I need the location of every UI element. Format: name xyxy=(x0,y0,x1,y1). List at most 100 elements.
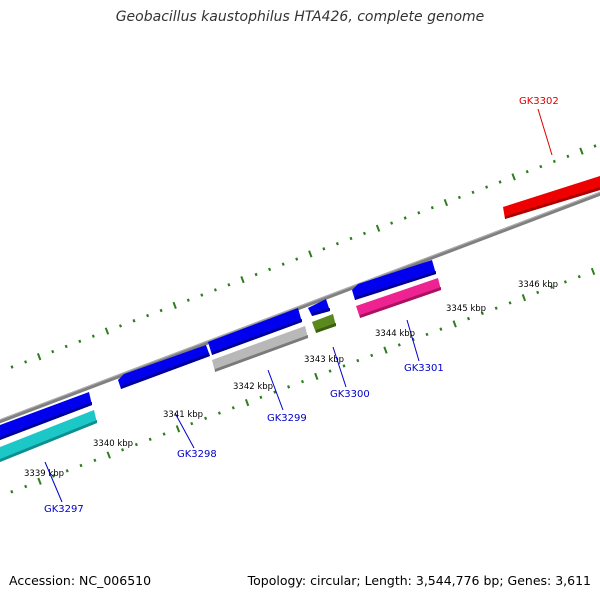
minor-tick-mark xyxy=(64,344,68,349)
major-tick-mark xyxy=(383,346,388,354)
minor-tick-mark xyxy=(281,262,285,266)
minor-tick-mark xyxy=(370,353,374,358)
major-tick-mark xyxy=(579,147,584,155)
minor-tick-mark xyxy=(322,247,326,251)
minor-tick-mark xyxy=(552,159,556,164)
minor-tick-mark xyxy=(471,190,475,194)
minor-tick-mark xyxy=(295,257,299,261)
minor-tick-mark xyxy=(390,221,394,225)
minor-tick-mark xyxy=(51,474,55,478)
minor-tick-mark xyxy=(566,154,570,158)
accession-text: Accession: NC_006510 xyxy=(9,573,152,588)
minor-tick-mark xyxy=(457,195,461,200)
gene-gk3299-feature[interactable] xyxy=(208,308,302,355)
minor-tick-mark xyxy=(536,290,540,295)
gene-label-gk3301[interactable]: GK3301 xyxy=(404,363,444,374)
minor-tick-mark xyxy=(231,406,235,410)
minor-tick-mark xyxy=(200,293,204,297)
minor-tick-mark xyxy=(24,484,28,489)
minor-tick-mark xyxy=(227,283,231,287)
minor-tick-mark xyxy=(259,395,263,399)
minor-tick-mark xyxy=(494,306,498,310)
minor-tick-mark xyxy=(10,490,14,494)
major-tick-mark xyxy=(314,372,319,380)
gene-label-gk3298[interactable]: GK3298 xyxy=(177,449,217,460)
major-tick-mark xyxy=(36,353,42,361)
major-tick-mark xyxy=(308,250,313,258)
gene-gk3298-feature[interactable] xyxy=(118,345,210,389)
minor-tick-mark xyxy=(397,343,401,347)
major-tick-mark xyxy=(104,327,110,335)
scale-label: 3343 kbp xyxy=(304,355,344,365)
scale-label: 3344 kbp xyxy=(375,329,415,339)
gene-gk3301-shade xyxy=(355,271,436,300)
gene-gk3300-shade xyxy=(316,323,336,333)
minor-tick-mark xyxy=(287,385,291,389)
minor-tick-mark xyxy=(356,358,360,363)
minor-tick-mark xyxy=(508,301,512,305)
major-tick-mark xyxy=(172,301,177,309)
minor-tick-mark xyxy=(485,185,489,189)
gene-cyan-feature[interactable] xyxy=(0,410,97,462)
gene-label-gk3297[interactable]: GK3297 xyxy=(44,504,84,515)
major-tick-mark xyxy=(106,451,111,459)
gene-gray-feature[interactable] xyxy=(212,326,308,372)
minor-tick-mark xyxy=(480,311,484,316)
gene-label-gk3300[interactable]: GK3300 xyxy=(330,389,370,400)
minor-tick-mark xyxy=(24,360,28,364)
gene-gk3302-feature[interactable] xyxy=(503,176,600,219)
scale-label: 3341 kbp xyxy=(163,410,203,420)
minor-tick-mark xyxy=(148,437,152,441)
gene-label-gk3302[interactable]: GK3302 xyxy=(519,96,559,107)
major-tick-mark xyxy=(37,477,42,485)
minor-tick-mark xyxy=(525,170,529,174)
gene-pink-feature[interactable] xyxy=(356,278,441,318)
minor-tick-mark xyxy=(430,206,434,210)
gene-gk3301-feature[interactable] xyxy=(352,260,436,300)
minor-tick-mark xyxy=(204,416,208,420)
minor-tick-mark xyxy=(328,369,332,373)
minor-tick-mark xyxy=(217,411,221,415)
minor-tick-mark xyxy=(425,332,429,337)
scale-tick-track xyxy=(10,267,596,494)
gene-gray-shade xyxy=(215,335,308,372)
gene-gk3300-feature[interactable] xyxy=(312,314,336,333)
minor-tick-mark xyxy=(93,458,97,462)
minor-tick-mark xyxy=(132,319,136,323)
gene-labels: GK3297 GK3298 GK3299 GK3300 GK3301 GK330… xyxy=(44,96,559,515)
genome-title: Geobacillus kaustophilus HTA426, complet… xyxy=(115,9,485,25)
minor-tick-mark xyxy=(300,379,305,384)
scale-label: 3342 kbp xyxy=(233,382,273,392)
gene-gk3302-shade xyxy=(505,187,600,219)
minor-tick-mark xyxy=(51,349,55,354)
gene-label-leaders xyxy=(44,108,553,503)
scale-label: 3345 kbp xyxy=(446,304,486,314)
minor-tick-mark xyxy=(254,272,258,277)
major-tick-mark xyxy=(521,294,527,302)
scale-label: 3340 kbp xyxy=(93,439,133,449)
gene-gk3297-feature[interactable] xyxy=(0,392,92,440)
minor-tick-mark xyxy=(65,469,69,473)
minor-tick-mark xyxy=(362,231,367,236)
major-tick-mark xyxy=(375,224,381,232)
minor-tick-mark xyxy=(146,313,150,318)
gene-small-blue-shade xyxy=(312,308,330,316)
genome-backbone-highlight xyxy=(0,191,600,421)
gene-label-gk3299[interactable]: GK3299 xyxy=(267,413,307,424)
major-tick-mark xyxy=(511,173,516,181)
minor-tick-mark xyxy=(466,316,471,321)
major-tick-mark xyxy=(590,267,596,276)
minor-tick-mark xyxy=(273,390,277,394)
scale-label: 3339 kbp xyxy=(24,469,64,479)
minor-tick-mark xyxy=(439,327,443,331)
genome-summary-text: Topology: circular; Length: 3,544,776 bp… xyxy=(247,573,591,588)
minor-tick-mark xyxy=(91,334,95,338)
minor-tick-mark xyxy=(190,421,194,426)
gene-gk3297-shade xyxy=(0,402,92,440)
minor-tick-mark xyxy=(159,308,163,313)
major-tick-mark xyxy=(452,320,457,328)
minor-tick-mark xyxy=(268,267,272,272)
gene-pink-shade xyxy=(360,287,441,318)
